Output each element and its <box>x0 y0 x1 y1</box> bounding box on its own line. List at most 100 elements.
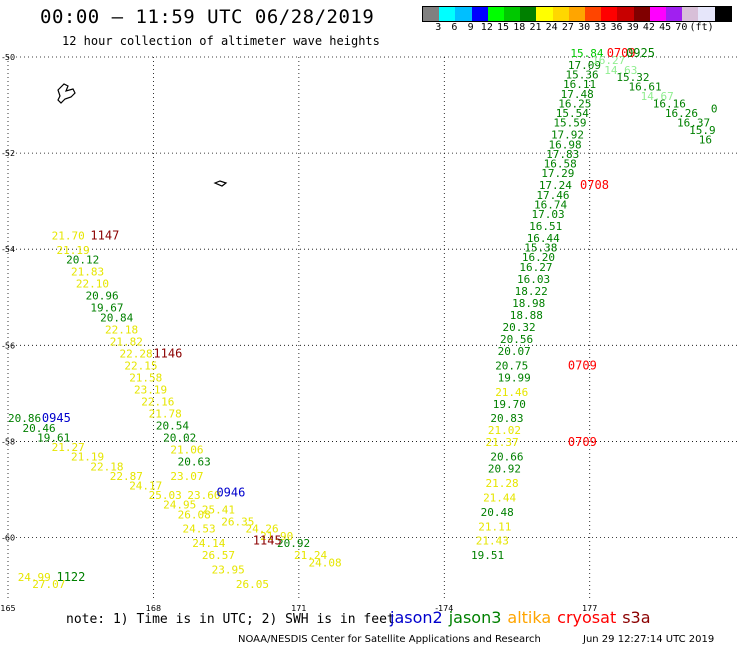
wave-height-value: 20.66 <box>490 451 523 464</box>
wave-height-value: 15.9 <box>689 124 716 137</box>
latitude-label: -52 <box>2 149 15 158</box>
satellite-legend-item: jason2 <box>390 608 443 627</box>
wave-height-value: 16.11 <box>563 78 596 91</box>
wave-height-value: 24.17 <box>129 479 162 492</box>
wave-height-value: 22.15 <box>124 359 157 372</box>
colorbar-swatch <box>601 7 618 21</box>
wave-height-value: 17.09 <box>568 59 601 72</box>
pass-time-label: 1147 <box>90 229 119 243</box>
pass-time-label: 0709 <box>568 358 597 372</box>
land-outlines <box>57 83 228 187</box>
colorbar-swatch <box>617 7 634 21</box>
colorbar-swatch <box>471 7 488 21</box>
wave-height-value: 26.08 <box>178 508 211 521</box>
island-outline <box>57 83 76 104</box>
colorbar-swatch <box>649 7 667 21</box>
colorbar-swatch <box>666 7 683 21</box>
colorbar-label: 36 <box>610 22 623 33</box>
wave-height-value: 16.44 <box>527 232 560 245</box>
wave-height-value: 0 <box>711 102 718 115</box>
pass-time-label: 0709 <box>607 46 636 60</box>
wave-height-value: 19.67 <box>90 302 123 315</box>
satellite-legend-item: s3a <box>622 608 651 627</box>
latitude-label: -54 <box>2 245 15 254</box>
colorbar-label: 18 <box>513 22 526 33</box>
wave-height-value: 16.26 <box>665 107 698 120</box>
pass-time-label: 1145 <box>253 534 282 548</box>
wave-height-value: 20.63 <box>178 455 211 468</box>
wave-height-value: 23.95 <box>212 564 245 577</box>
wave-height-value: 20.46 <box>23 422 56 435</box>
colorbar-swatch <box>682 7 699 21</box>
wave-height-value: 14.67 <box>641 90 674 103</box>
wave-height-value: 21.27 <box>52 441 85 454</box>
wave-height-value: 21.24 <box>294 549 327 562</box>
wave-height-value: 21.58 <box>129 371 162 384</box>
wave-height-value: 17.03 <box>532 208 565 221</box>
credit-text: NOAA/NESDIS Center for Satellite Applica… <box>238 634 541 645</box>
colorbar-label: 30 <box>578 22 591 33</box>
colorbar-swatch <box>633 7 650 21</box>
wave-height-value: 24.14 <box>192 537 225 550</box>
wave-height-value: 17.46 <box>536 189 569 202</box>
wave-height-value: 27.07 <box>32 578 65 591</box>
wave-height-value: 23.19 <box>134 383 167 396</box>
wave-height-value: 22.10 <box>76 278 109 291</box>
colorbar-swatch <box>585 7 602 21</box>
longitude-label: 177 <box>582 604 597 613</box>
wave-height-value: 16.25 <box>558 97 591 110</box>
wave-height-value: 16.20 <box>522 251 555 264</box>
wave-height-value: 20.56 <box>500 333 533 346</box>
wave-height-value: 21.19 <box>71 451 104 464</box>
wave-height-value: 21.70 <box>52 230 85 243</box>
wave-height-value: 17.48 <box>561 88 594 101</box>
colorbar-label: (ft) <box>689 22 714 33</box>
colorbar-label: 42 <box>642 22 655 33</box>
colorbar-labels: 3 6 9 12 15 18 21 24 27 30 33 36 39 42 45 70 (ft) <box>422 22 740 34</box>
wave-height-value: 24.26 <box>246 523 279 536</box>
wave-height-value: 20.75 <box>495 359 528 372</box>
wave-height-value: 22.87 <box>110 470 143 483</box>
wave-height-value: 16.27 <box>592 54 625 67</box>
colorbar-label: 70 <box>675 22 688 33</box>
colorbar-swatch <box>455 7 472 21</box>
pass-time-label: 0925 <box>626 46 655 60</box>
wave-height-value: 23.60 <box>187 489 220 502</box>
satellite-legend-item: cryosat <box>557 608 617 627</box>
wave-height-value: 21.19 <box>56 244 89 257</box>
wave-height-value: 16.37 <box>677 117 710 130</box>
wave-height-value: 17.24 <box>539 179 572 192</box>
wave-height-value: 17.83 <box>546 148 579 161</box>
wave-height-value: 21.37 <box>485 436 518 449</box>
colorbar-label: 21 <box>529 22 542 33</box>
colorbar-label: 3 <box>435 22 442 33</box>
wave-height-value: 15.54 <box>556 107 589 120</box>
wave-height-value: 15.59 <box>553 117 586 130</box>
lat-lon-grid <box>7 56 740 600</box>
wave-height-value: 22.28 <box>119 347 152 360</box>
wave-height-value: 16.74 <box>534 198 567 211</box>
wave-height-value: 24.08 <box>309 556 342 569</box>
colorbar-swatch <box>536 7 553 21</box>
latitude-label: -56 <box>2 341 15 350</box>
wave-height-value: 18.98 <box>512 297 545 310</box>
wave-height-value: 16.98 <box>549 138 582 151</box>
satellite-legend: jason2 jason3 altika cryosat s3a <box>390 608 657 627</box>
wave-height-value: 21.44 <box>483 491 516 504</box>
latitude-label: -58 <box>2 437 15 446</box>
longitude-label: -174 <box>435 604 453 613</box>
wave-height-value: 21.43 <box>476 535 509 548</box>
pass-time-labels: 1147 1146 1145 0945 0946 1122 0708 0709 0709 0709… <box>42 46 655 584</box>
wave-height-value: 20.54 <box>156 419 189 432</box>
wave-height-value: 19.51 <box>471 549 504 562</box>
wave-height-value: 20.86 <box>8 412 41 425</box>
satellite-legend-item: altika <box>507 608 552 627</box>
islet-outline <box>213 180 228 187</box>
wave-height-value: 21.90 <box>260 530 293 543</box>
latitude-label: -60 <box>2 534 15 543</box>
wave-height-value: 26.35 <box>221 516 254 529</box>
pass-time-label: 0709 <box>568 435 597 449</box>
wave-height-value: 21.83 <box>71 266 104 279</box>
colorbar-swatch <box>423 7 440 21</box>
colorbar-label: 39 <box>626 22 639 33</box>
